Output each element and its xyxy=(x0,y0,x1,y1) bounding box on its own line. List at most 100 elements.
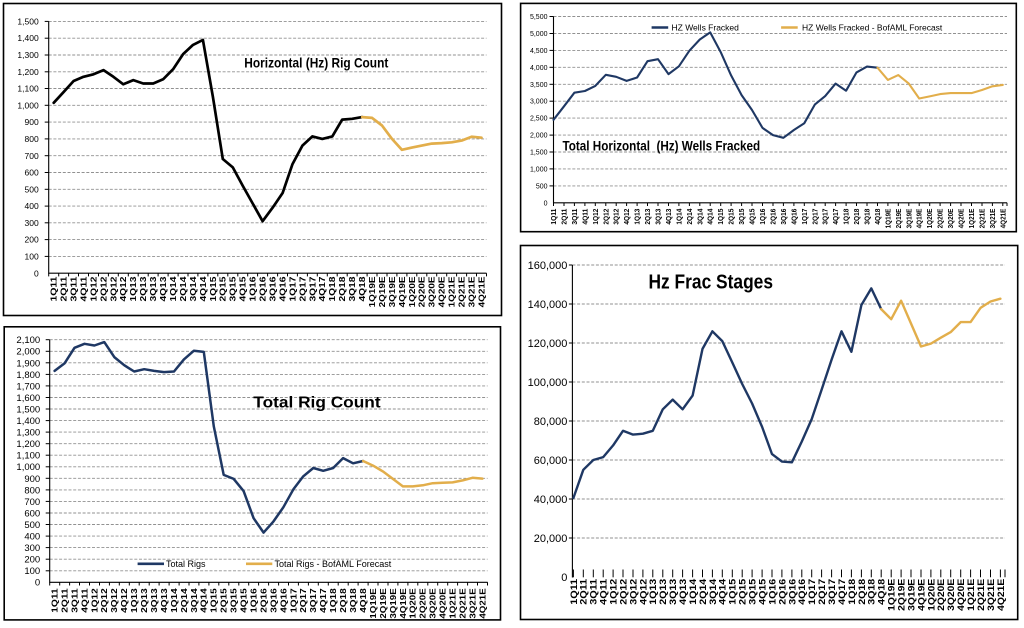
svg-text:1Q19E: 1Q19E xyxy=(885,208,892,228)
svg-text:3,000: 3,000 xyxy=(530,99,548,106)
svg-text:100: 100 xyxy=(25,252,39,262)
svg-text:2Q14: 2Q14 xyxy=(179,276,188,302)
svg-text:1Q19E: 1Q19E xyxy=(887,579,898,611)
svg-text:2Q19E: 2Q19E xyxy=(896,208,903,228)
svg-text:Total Rigs - BofAML Forecast: Total Rigs - BofAML Forecast xyxy=(275,559,392,569)
svg-text:4Q16: 4Q16 xyxy=(791,209,798,225)
svg-text:3Q17: 3Q17 xyxy=(308,276,317,302)
svg-text:1,200: 1,200 xyxy=(17,67,39,77)
svg-text:900: 900 xyxy=(24,474,40,485)
svg-text:2,000: 2,000 xyxy=(16,347,40,358)
svg-text:4Q13: 4Q13 xyxy=(159,276,168,302)
svg-text:2,000: 2,000 xyxy=(530,133,548,140)
svg-text:2Q11: 2Q11 xyxy=(562,209,569,225)
svg-text:1Q12: 1Q12 xyxy=(609,579,620,605)
svg-text:3Q19E: 3Q19E xyxy=(389,587,398,618)
svg-text:1,500: 1,500 xyxy=(16,405,40,416)
svg-text:1Q11: 1Q11 xyxy=(50,276,59,302)
svg-text:1Q16: 1Q16 xyxy=(249,276,258,302)
svg-text:1Q17: 1Q17 xyxy=(807,579,818,605)
svg-text:2Q16: 2Q16 xyxy=(260,588,269,613)
svg-text:2Q21E: 2Q21E xyxy=(976,579,987,611)
svg-text:2Q12: 2Q12 xyxy=(618,579,629,605)
svg-text:900: 900 xyxy=(25,117,39,127)
svg-text:2Q15: 2Q15 xyxy=(220,588,229,613)
svg-text:2Q19E: 2Q19E xyxy=(378,276,387,308)
svg-text:1Q13: 1Q13 xyxy=(648,579,659,605)
svg-text:400: 400 xyxy=(25,201,39,211)
svg-text:3Q12: 3Q12 xyxy=(614,209,621,225)
svg-text:3Q15: 3Q15 xyxy=(229,276,238,302)
svg-text:2Q14: 2Q14 xyxy=(180,588,189,613)
svg-text:4Q18: 4Q18 xyxy=(358,276,367,302)
svg-text:2Q18: 2Q18 xyxy=(338,276,347,302)
svg-text:0: 0 xyxy=(561,572,567,584)
svg-text:4Q21E: 4Q21E xyxy=(477,276,486,308)
svg-text:1,500: 1,500 xyxy=(17,17,39,27)
svg-text:700: 700 xyxy=(24,497,40,508)
svg-text:500: 500 xyxy=(24,520,40,531)
svg-text:4Q12: 4Q12 xyxy=(119,276,128,302)
svg-text:1Q20E: 1Q20E xyxy=(927,208,934,228)
svg-text:4,000: 4,000 xyxy=(530,65,548,72)
svg-text:1,300: 1,300 xyxy=(16,428,40,439)
svg-text:2Q21E: 2Q21E xyxy=(458,276,467,308)
svg-text:2Q15: 2Q15 xyxy=(738,578,749,605)
svg-text:3Q21E: 3Q21E xyxy=(468,587,477,618)
svg-text:2Q13: 2Q13 xyxy=(645,209,652,225)
svg-text:200: 200 xyxy=(24,555,40,566)
svg-text:300: 300 xyxy=(25,218,39,228)
svg-text:2Q17: 2Q17 xyxy=(298,276,307,302)
svg-text:1Q21E: 1Q21E xyxy=(966,579,977,611)
svg-text:4Q12: 4Q12 xyxy=(624,209,631,225)
svg-text:1,500: 1,500 xyxy=(530,150,548,157)
svg-text:3Q18: 3Q18 xyxy=(867,579,878,605)
svg-text:40,000: 40,000 xyxy=(534,494,568,506)
svg-text:80,000: 80,000 xyxy=(534,416,568,428)
svg-text:4Q18: 4Q18 xyxy=(875,209,882,225)
svg-text:4Q20E: 4Q20E xyxy=(439,587,448,618)
svg-text:4Q14: 4Q14 xyxy=(200,588,209,613)
svg-text:3Q20E: 3Q20E xyxy=(429,587,438,618)
svg-text:2,100: 2,100 xyxy=(16,335,40,346)
svg-text:2Q17: 2Q17 xyxy=(812,209,819,225)
svg-text:1Q18: 1Q18 xyxy=(329,588,338,613)
svg-text:3Q20E: 3Q20E xyxy=(946,579,957,611)
svg-text:3Q12: 3Q12 xyxy=(109,276,118,302)
svg-text:0: 0 xyxy=(34,268,39,278)
svg-text:3Q16: 3Q16 xyxy=(781,209,788,225)
svg-text:3Q17: 3Q17 xyxy=(309,588,318,613)
svg-text:3Q11: 3Q11 xyxy=(572,209,579,225)
svg-text:1Q18: 1Q18 xyxy=(847,579,858,605)
svg-text:1,400: 1,400 xyxy=(16,416,40,427)
svg-text:4Q20E: 4Q20E xyxy=(956,579,967,611)
svg-text:4Q16: 4Q16 xyxy=(279,276,288,302)
svg-text:1Q20E: 1Q20E xyxy=(409,587,418,618)
svg-text:Horizontal (Hz) Rig Count: Horizontal (Hz) Rig Count xyxy=(244,55,388,71)
svg-text:2Q18: 2Q18 xyxy=(339,588,348,613)
svg-text:4Q17: 4Q17 xyxy=(833,209,840,225)
svg-text:3Q15: 3Q15 xyxy=(748,578,759,605)
svg-text:120,000: 120,000 xyxy=(528,338,568,350)
svg-text:600: 600 xyxy=(24,508,40,519)
svg-text:2Q20E: 2Q20E xyxy=(418,276,427,308)
svg-text:HZ Wells Fracked - BofAML Fore: HZ Wells Fracked - BofAML Forecast xyxy=(802,23,943,33)
svg-text:4Q21E: 4Q21E xyxy=(1000,208,1007,228)
svg-text:1Q11: 1Q11 xyxy=(551,209,558,225)
svg-text:1Q20E: 1Q20E xyxy=(408,276,417,308)
svg-text:Hz Frac Stages: Hz Frac Stages xyxy=(649,271,774,293)
svg-text:4Q12: 4Q12 xyxy=(120,588,129,613)
svg-text:4Q16: 4Q16 xyxy=(279,588,288,613)
svg-text:1Q21E: 1Q21E xyxy=(449,587,458,618)
svg-text:3Q13: 3Q13 xyxy=(150,588,159,613)
svg-text:1,000: 1,000 xyxy=(17,100,39,110)
svg-text:3Q21E: 3Q21E xyxy=(990,208,997,228)
svg-text:4Q15: 4Q15 xyxy=(758,578,769,605)
svg-text:1Q18: 1Q18 xyxy=(844,209,851,225)
svg-text:2Q13: 2Q13 xyxy=(139,276,148,302)
svg-text:1Q14: 1Q14 xyxy=(676,209,683,225)
svg-text:3Q21E: 3Q21E xyxy=(468,276,477,308)
svg-text:Total Rig Count: Total Rig Count xyxy=(253,394,381,411)
svg-text:1Q19E: 1Q19E xyxy=(369,587,378,618)
svg-text:4Q19E: 4Q19E xyxy=(916,579,927,611)
